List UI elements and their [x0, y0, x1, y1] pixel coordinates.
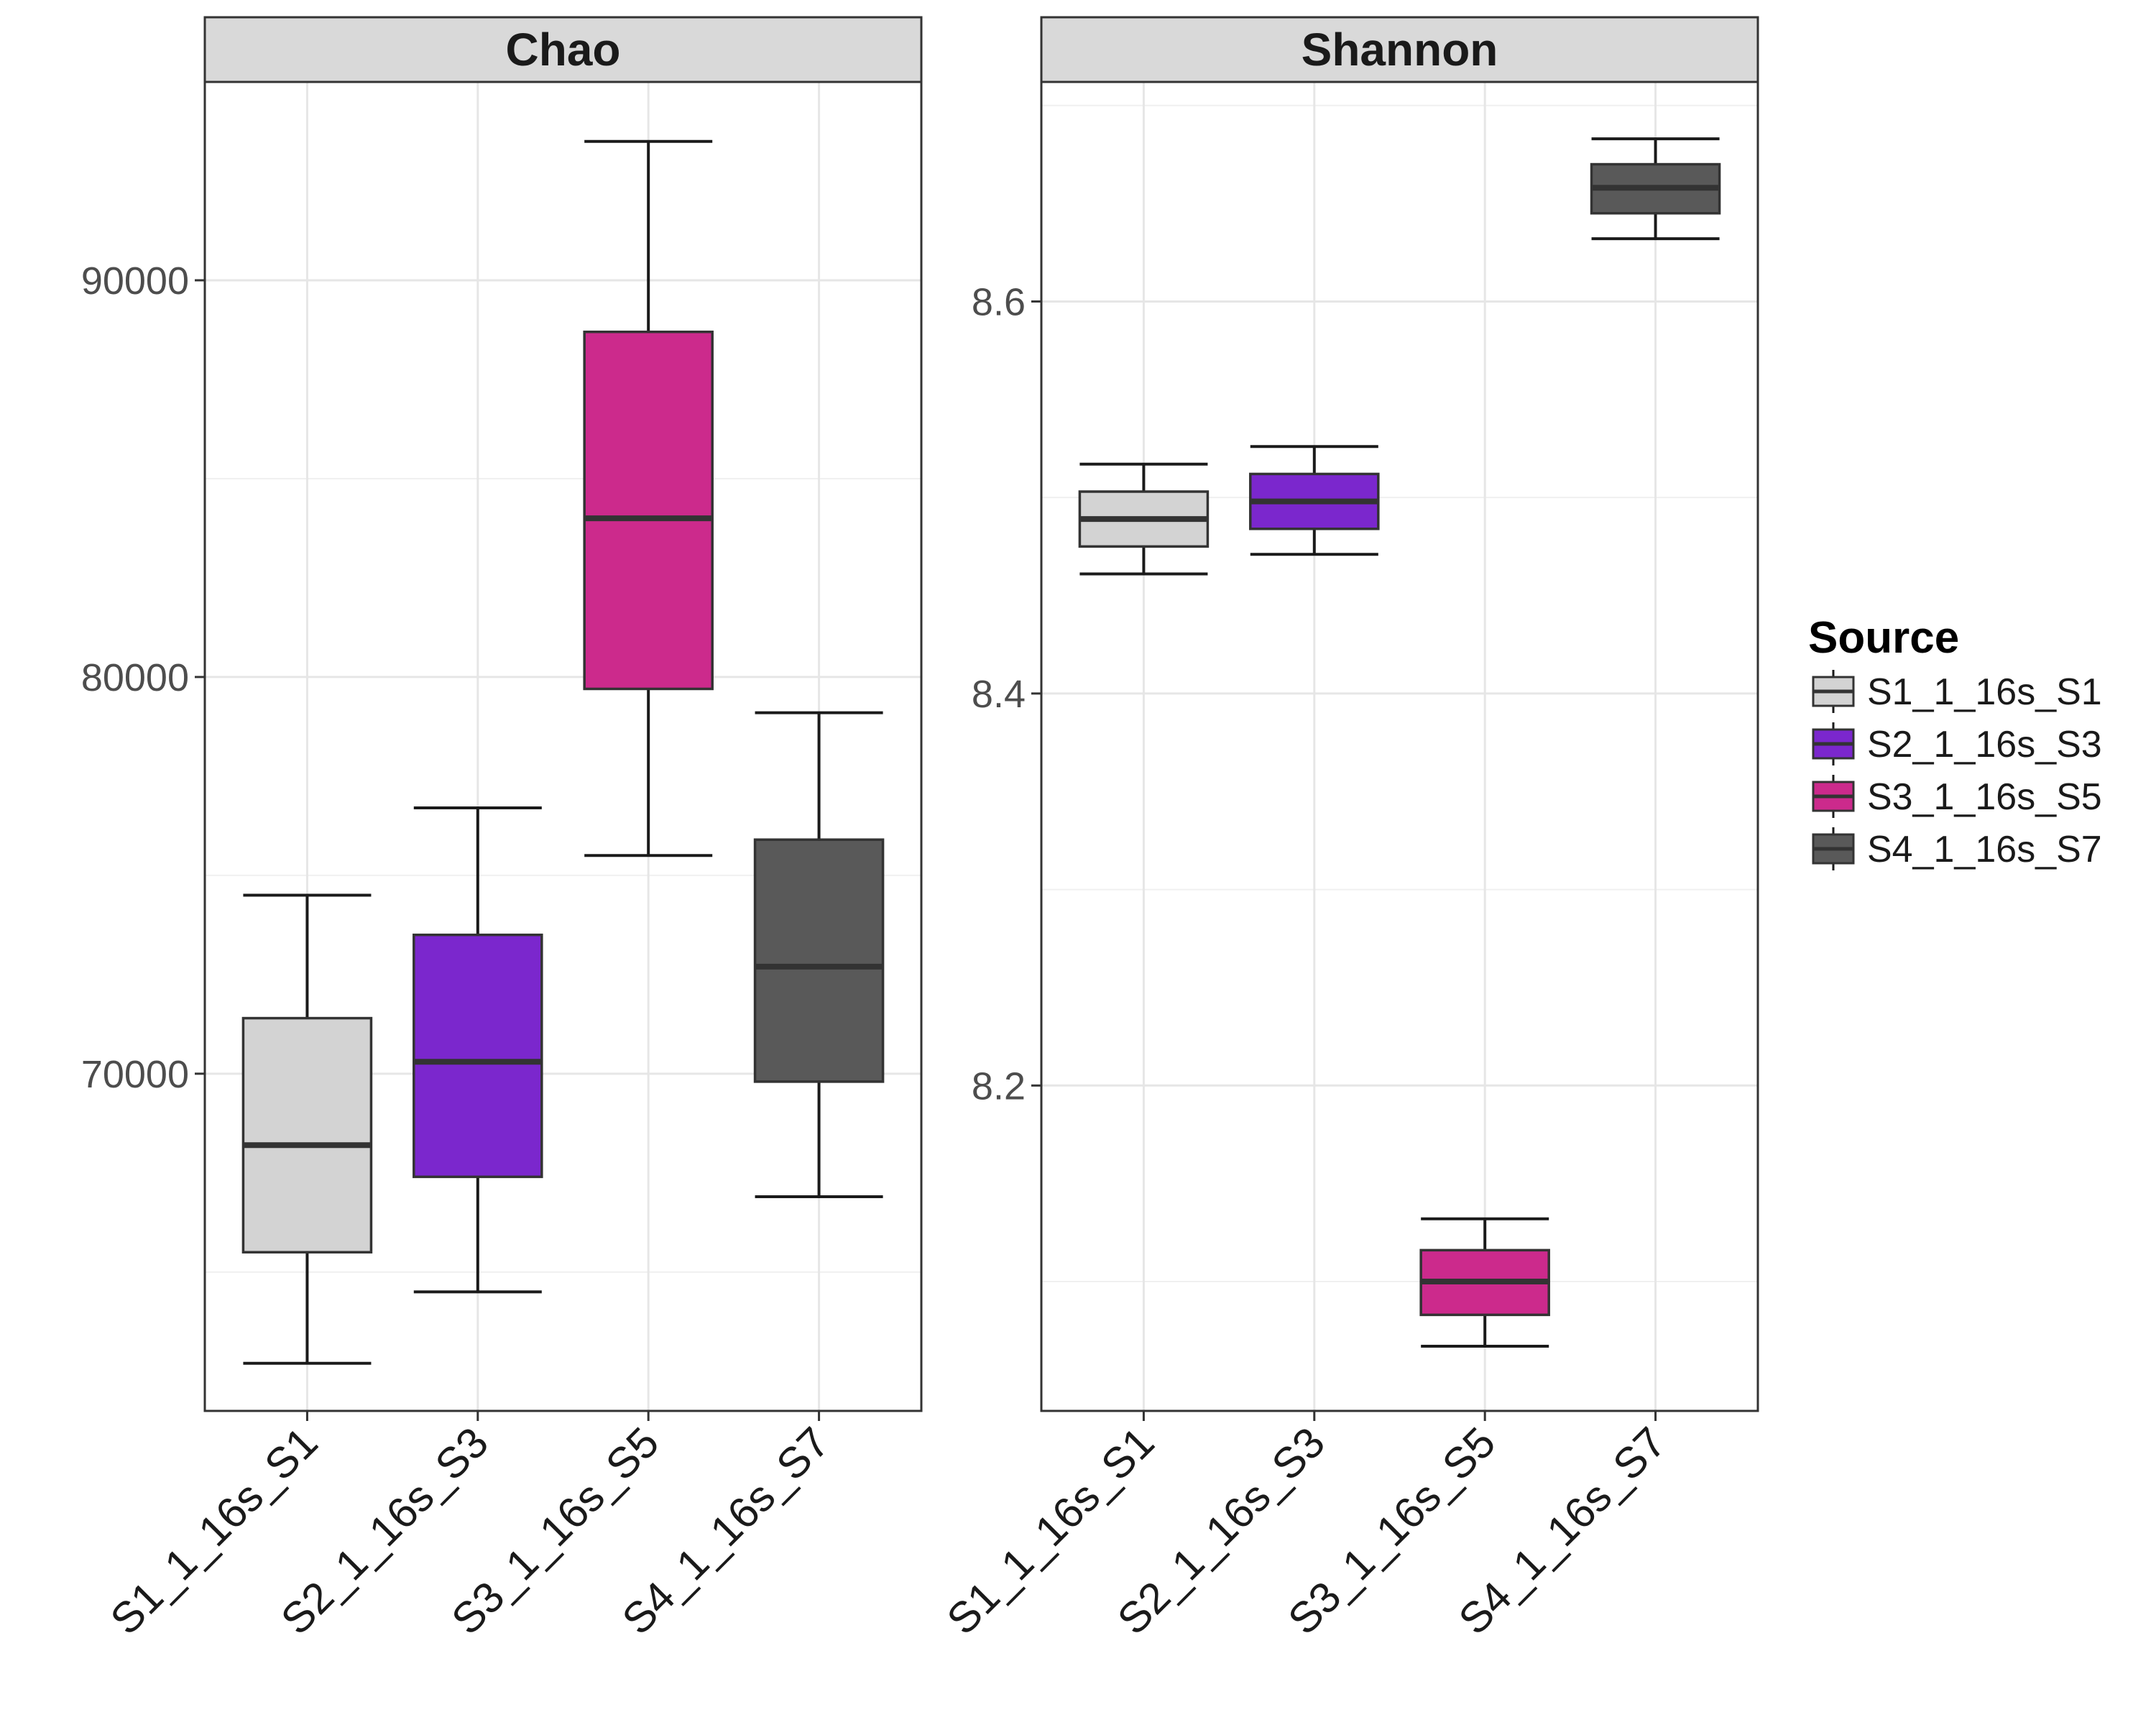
- plot-background: [1041, 82, 1758, 1411]
- y-tick-label: 90000: [81, 259, 189, 303]
- box-iqr: [413, 933, 543, 1179]
- legend: Source S1_1_16s_S1 S2_1_16s_S3 S3_1_16s_S5 S…: [1808, 613, 2102, 870]
- legend-label: S2_1_16s_S3: [1867, 724, 2102, 765]
- box-iqr: [241, 1016, 373, 1254]
- panel-shannon: Shannon8.28.48.6S1_1_16s_S1S2_1_16s_S3S3…: [938, 16, 1759, 1644]
- y-tick-label: 80000: [81, 656, 189, 699]
- panel-chao: Chao700008000090000S1_1_16s_S1S2_1_16s_S…: [81, 16, 923, 1644]
- strip-background: [1040, 16, 1759, 83]
- box-S1_1_16s_S1: [241, 893, 373, 1365]
- strip-background: [203, 16, 923, 83]
- legend-entry: S3_1_16s_S5: [1812, 775, 2102, 818]
- box-S2_1_16s_S3: [1249, 445, 1380, 556]
- box-S3_1_16s_S5: [1419, 1217, 1550, 1348]
- strip-title: Shannon: [1302, 24, 1498, 75]
- y-tick-label: 8.6: [972, 280, 1026, 323]
- legend-entry: S1_1_16s_S1: [1812, 670, 2102, 713]
- box-S3_1_16s_S5: [583, 139, 714, 857]
- box-S4_1_16s_S7: [753, 711, 885, 1198]
- legend-label: S1_1_16s_S1: [1867, 671, 2102, 713]
- y-tick-label: 8.2: [972, 1064, 1026, 1108]
- box-S4_1_16s_S7: [1590, 137, 1721, 241]
- strip-title: Chao: [506, 24, 621, 75]
- legend-label: S4_1_16s_S7: [1867, 829, 2102, 870]
- box-iqr: [753, 838, 885, 1083]
- panels-layer: Chao700008000090000S1_1_16s_S1S2_1_16s_S…: [81, 16, 1759, 1644]
- legend-entry: S2_1_16s_S3: [1812, 722, 2102, 765]
- box-S1_1_16s_S1: [1078, 462, 1210, 576]
- y-tick-label: 70000: [81, 1053, 189, 1096]
- box-iqr: [583, 330, 714, 691]
- box-S2_1_16s_S3: [413, 806, 543, 1294]
- legend-entry: S4_1_16s_S7: [1812, 827, 2102, 870]
- legend-label: S3_1_16s_S5: [1867, 776, 2102, 818]
- y-tick-label: 8.4: [972, 673, 1026, 716]
- legend-title: Source: [1808, 613, 1959, 663]
